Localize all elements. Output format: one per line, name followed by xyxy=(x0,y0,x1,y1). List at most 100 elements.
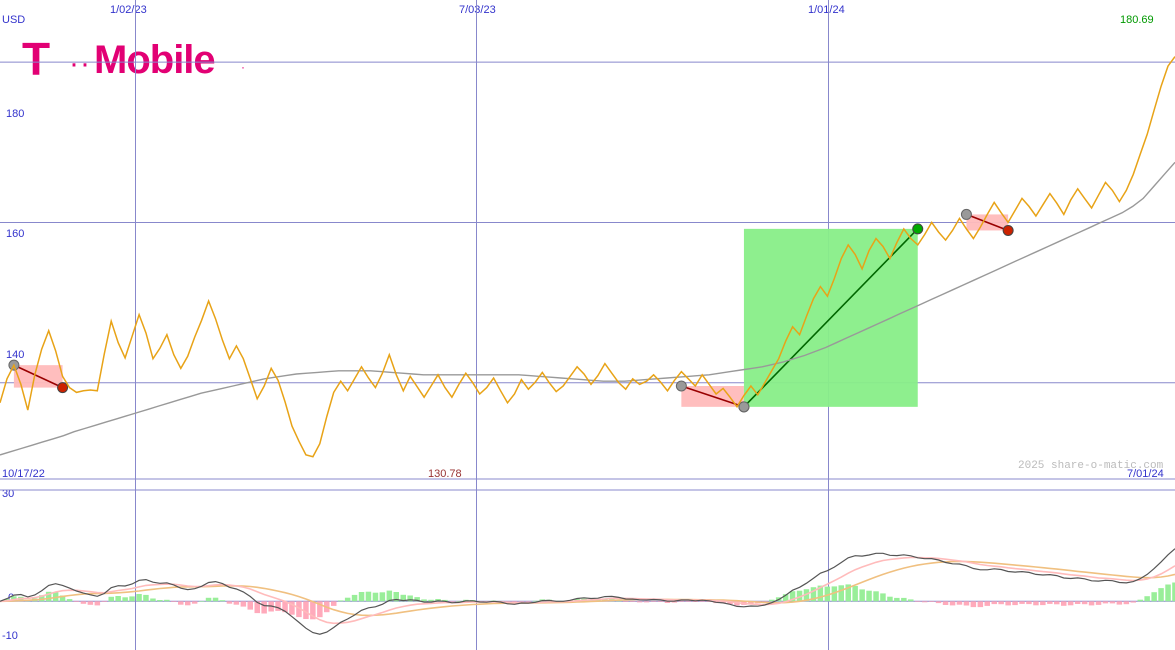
indicator-histogram-bar xyxy=(831,586,838,602)
annotation-end-marker-down-leg-3 xyxy=(1002,224,1014,236)
indicator-histogram-bar xyxy=(129,596,135,602)
indicator-ytick-30: 30 xyxy=(2,488,15,500)
indicator-histogram-bar xyxy=(664,601,671,603)
indicator-histogram-bar xyxy=(386,590,393,602)
indicator-histogram-bar xyxy=(1088,601,1095,606)
indicator-histogram-bar xyxy=(887,596,893,602)
indicator-histogram-bar xyxy=(991,601,997,605)
indicator-histogram-bar xyxy=(198,601,205,602)
indicator-histogram-bar xyxy=(796,590,803,602)
indicator-histogram-bar xyxy=(365,591,372,602)
indicator-histogram-bar xyxy=(706,601,712,602)
indicator-histogram-bar xyxy=(532,600,539,602)
indicator-histogram-bar xyxy=(101,601,107,602)
xtick-label-3: 1/01/24 xyxy=(808,4,845,16)
indicator-histogram-bar xyxy=(643,601,650,603)
indicator-histogram-bar xyxy=(977,601,984,608)
indicator-histogram-bar xyxy=(935,601,942,604)
indicator-histogram-bar xyxy=(1054,601,1060,605)
indicator-histogram-bar xyxy=(108,596,114,602)
indicator-histogram-bar xyxy=(219,600,226,602)
indicator-histogram-bar xyxy=(1012,601,1018,606)
x-start-label: 10/17/22 xyxy=(2,468,45,480)
indicator-histogram-bar xyxy=(1109,601,1116,604)
indicator-histogram-bar xyxy=(115,596,121,602)
tmobile-logo: T ·· Mobile · xyxy=(22,33,252,85)
indicator-histogram-bar xyxy=(852,585,858,602)
annotation-trend-up-leg-1 xyxy=(743,228,919,408)
indicator-histogram-bar xyxy=(275,601,281,611)
indicator-histogram-bar xyxy=(226,601,233,604)
indicator-histogram-bar xyxy=(1074,601,1081,604)
indicator-histogram-bar xyxy=(1026,601,1032,605)
indicator-histogram-bar xyxy=(80,601,87,604)
indicator-histogram-bar xyxy=(150,598,156,602)
indicator-histogram-bar xyxy=(1047,601,1053,604)
indicator-histogram-bar xyxy=(247,601,253,610)
indicator-histogram-bar xyxy=(122,597,128,602)
annotation-start-marker-down-leg-2 xyxy=(675,380,687,392)
indicator-histogram-bar xyxy=(421,599,427,602)
indicator-histogram-bar xyxy=(880,593,886,602)
indicator-macd-line xyxy=(0,548,1175,635)
indicator-histogram-bar xyxy=(310,601,316,620)
xtick-label-1: 1/02/23 xyxy=(110,4,147,16)
x-end-label: 7/01/24 xyxy=(1127,468,1164,480)
indicator-ytick-neg10: -10 xyxy=(2,630,18,642)
indicator-histogram-bar xyxy=(803,589,810,602)
indicator-histogram-bar xyxy=(337,600,344,602)
indicator-histogram-bar xyxy=(1019,601,1025,604)
indicator-histogram-bar xyxy=(1137,599,1143,602)
logo-registered-mark: · xyxy=(241,60,245,74)
indicator-histogram-bar xyxy=(45,591,52,602)
annotation-start-marker-up-leg-1 xyxy=(738,401,750,413)
indicator-histogram-bar xyxy=(699,601,705,602)
indicator-histogram-bar xyxy=(692,601,698,602)
indicator-histogram-bar xyxy=(782,594,789,602)
last-price-label: 180.69 xyxy=(1120,14,1154,26)
indicator-ytick-0: 0 xyxy=(8,592,15,604)
indicator-histogram-bar xyxy=(1095,601,1102,605)
indicator-histogram-bar xyxy=(574,598,580,602)
indicator-histogram-bar xyxy=(1081,601,1088,605)
indicator-histogram-bar xyxy=(414,597,420,602)
indicator-histogram-bar xyxy=(428,599,434,602)
indicator-histogram-bar xyxy=(1116,601,1123,605)
indicator-signal-line xyxy=(0,556,1175,625)
indicator-histogram-bar xyxy=(59,595,66,602)
indicator-histogram-bar xyxy=(866,590,872,602)
indicator-histogram-bar xyxy=(191,601,198,604)
indicator-histogram-bar xyxy=(456,601,462,602)
indicator-histogram-bar xyxy=(602,598,608,602)
annotation-start-marker-down-leg-3 xyxy=(960,208,972,220)
indicator-histogram-bar xyxy=(623,601,629,602)
indicator-histogram-bar xyxy=(212,597,219,602)
indicator-histogram-bar xyxy=(629,601,636,602)
indicator-histogram-bar xyxy=(921,601,928,603)
indicator-histogram-bar xyxy=(136,594,142,602)
indicator-histogram-bar xyxy=(205,597,212,602)
ytick-label-140: 140 xyxy=(6,349,25,361)
indicator-histogram-bar xyxy=(1144,596,1150,602)
indicator-histogram-bar xyxy=(908,599,914,602)
annotation-trend-down-leg-1 xyxy=(13,364,63,389)
indicator-histogram-bar xyxy=(143,594,149,602)
indicator-histogram-bar xyxy=(157,600,163,602)
indicator-histogram-bar xyxy=(331,601,337,606)
indicator-histogram-bar xyxy=(344,597,351,602)
annotation-trend-down-leg-3 xyxy=(966,213,1009,232)
indicator-histogram-bar xyxy=(1005,601,1011,606)
indicator-histogram-bar xyxy=(240,601,247,607)
indicator-histogram-bar xyxy=(351,594,358,602)
indicator-histogram-bar xyxy=(657,601,664,602)
indicator-histogram-bar xyxy=(789,591,796,602)
indicator-histogram-bar xyxy=(39,595,45,602)
indicator-histogram-bar xyxy=(845,584,851,602)
indicator-histogram-bar xyxy=(901,597,907,602)
indicator-histogram-bar xyxy=(289,601,295,615)
indicator-histogram-bar xyxy=(254,601,260,614)
indicator-histogram-bar xyxy=(984,601,990,606)
logo-letter-t: T xyxy=(22,33,51,85)
indicator-histogram-bar xyxy=(727,601,733,605)
indicator-histogram-bar xyxy=(94,601,101,606)
